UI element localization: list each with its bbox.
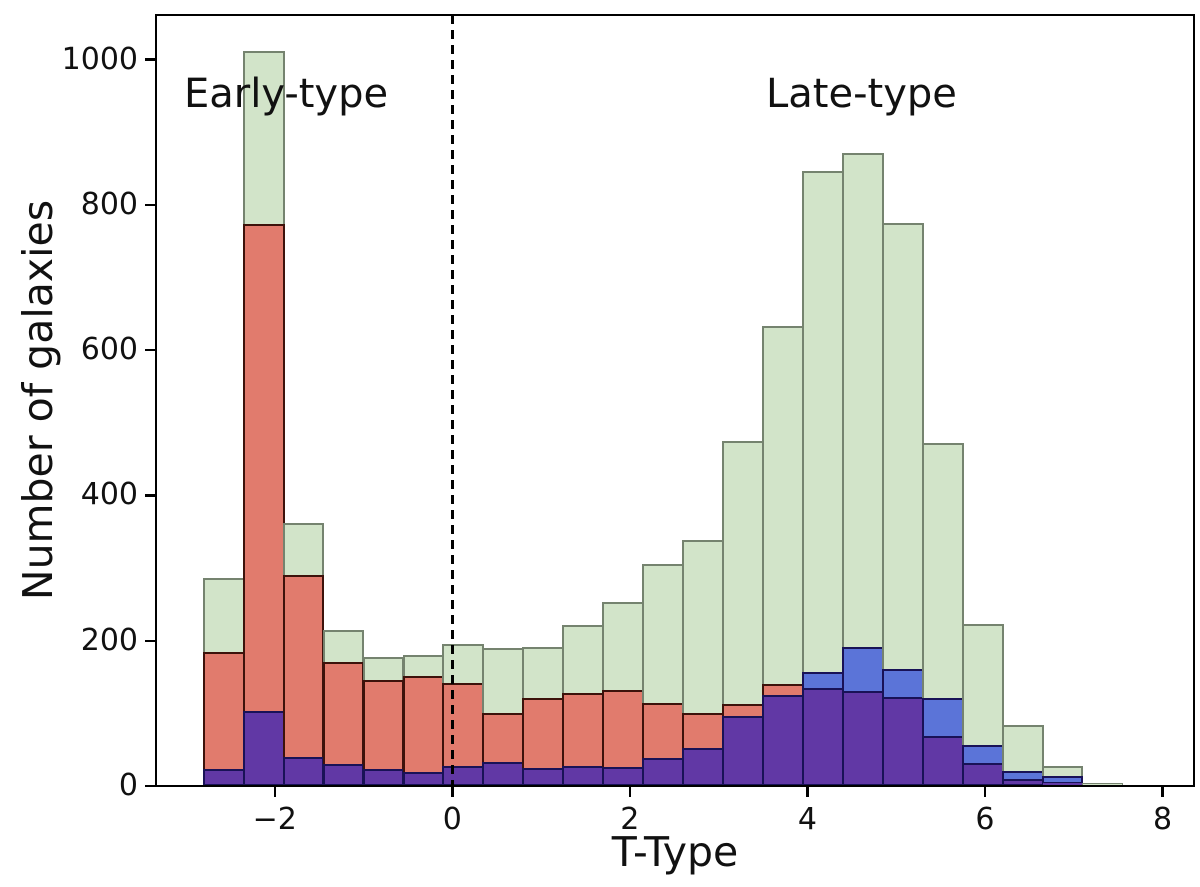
x-tick-label: 8 [1152,802,1173,837]
x-tick-label: 0 [442,802,462,837]
histogram-bar-overlap [881,697,924,786]
x-tick-label: 6 [975,802,995,837]
histogram-bar-red [242,224,285,786]
x-axis-label: T-Type [611,828,739,876]
y-tick-label: 400 [80,477,138,513]
x-tick-label: 4 [797,802,817,837]
y-tick-label: 1000 [61,41,138,77]
annotation-late-type: Late-type [766,71,957,117]
x-tick-mark [451,787,454,797]
y-tick-label: 800 [80,186,138,222]
y-tick-label: 600 [80,332,138,368]
x-tick-mark [983,787,987,797]
x-tick-mark [1161,787,1164,797]
x-tick-label: −2 [252,802,297,837]
y-tick-mark [145,203,155,206]
y-tick-label: 0 [118,768,138,803]
y-tick-label: 200 [80,622,138,658]
annotation-early-type: Early-type [184,71,389,117]
y-axis-label: Number of galaxies [14,199,62,601]
histogram-bar-red [202,652,245,786]
y-tick-mark [145,348,155,352]
x-tick-label: 2 [620,802,640,837]
x-tick-mark [806,787,809,797]
y-tick-mark [145,639,155,642]
y-tick-mark [145,58,155,61]
plot-frame [154,13,1195,787]
x-tick-mark [273,787,276,797]
zero-dashed-line [450,15,454,786]
y-tick-mark [145,494,155,497]
x-tick-mark [628,787,632,797]
y-tick-mark [145,784,155,788]
